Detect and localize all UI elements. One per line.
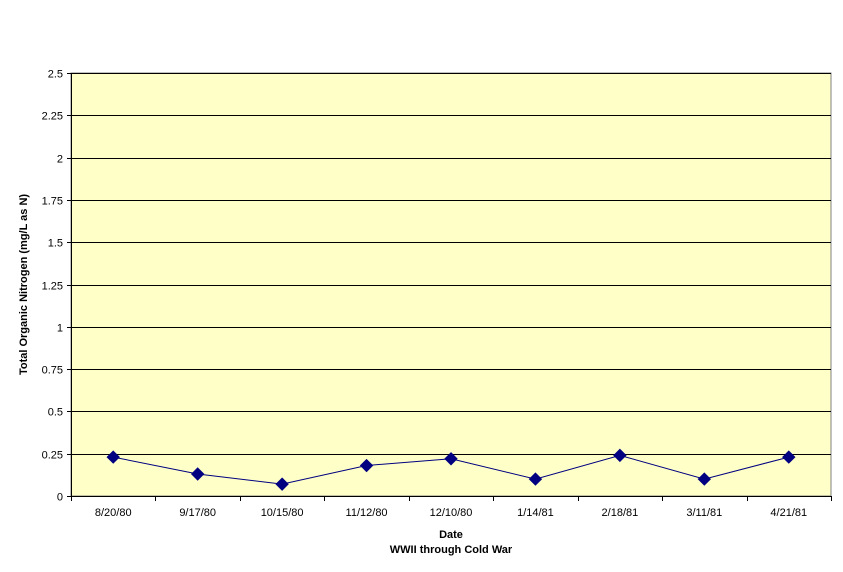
- gridlines: [71, 73, 831, 497]
- x-tick-label: 11/12/80: [346, 507, 388, 519]
- y-tick-label: 1: [57, 323, 63, 335]
- data-point: [190, 467, 205, 481]
- x-tick-label: 12/10/80: [430, 507, 473, 519]
- data-point: [444, 452, 458, 466]
- y-tick-label: 1.25: [42, 281, 63, 293]
- data-point: [782, 450, 796, 464]
- data-point: [613, 448, 627, 463]
- y-tick-label: 1.75: [42, 196, 63, 208]
- x-axis-ticks: 8/20/80 9/17/80 10/15/80 11/12/80 12/10/80 1/…: [71, 496, 832, 519]
- x-tick-label: 3/11/81: [686, 507, 722, 519]
- y-tick-label: 1.5: [48, 238, 63, 250]
- x-tick-label: 8/20/80: [95, 507, 132, 519]
- data-point: [697, 472, 712, 486]
- y-tick-label: 0.5: [48, 407, 63, 419]
- data-point: [528, 472, 543, 486]
- x-tick-label: 4/21/81: [770, 507, 807, 519]
- x-tick-label: 9/17/80: [179, 507, 216, 519]
- x-tick-label: 1/14/81: [517, 507, 554, 519]
- plot-area: [70, 72, 832, 497]
- x-axis-title: Date: [439, 529, 463, 541]
- y-axis-ticks: 0 0.25 0.5 0.75 1 1.25 1.5 1.75 2 2.25 2.5: [42, 69, 71, 504]
- data-point: [359, 458, 374, 473]
- data-markers: [106, 448, 796, 491]
- x-tick-label: 10/15/80: [261, 507, 304, 519]
- y-axis-title: Total Organic Nitrogen (mg/L as N): [18, 194, 30, 375]
- x-tick-label: 2/18/81: [602, 507, 639, 519]
- y-tick-label: 0.75: [42, 365, 63, 377]
- y-tick-label: 0.25: [42, 450, 63, 462]
- data-point: [275, 477, 289, 491]
- y-tick-label: 2: [57, 154, 63, 166]
- data-point: [106, 450, 120, 464]
- y-tick-label: 2.5: [48, 69, 63, 81]
- y-tick-label: 2.25: [42, 111, 63, 123]
- y-tick-label: 0: [57, 492, 63, 504]
- x-axis-subtitle: WWII through Cold War: [390, 544, 513, 556]
